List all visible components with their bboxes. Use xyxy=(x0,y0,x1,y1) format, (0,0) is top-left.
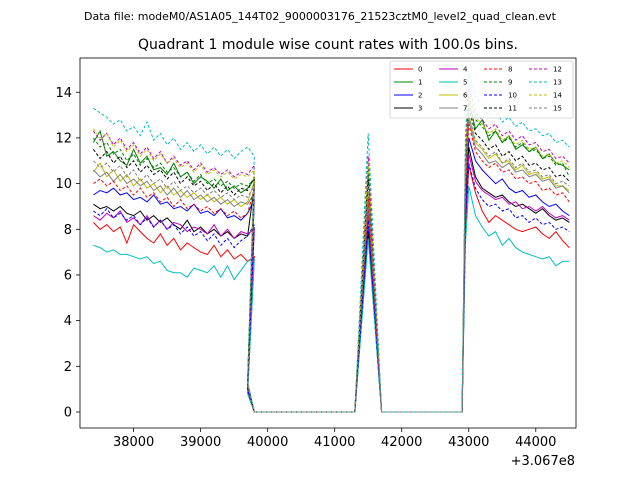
x-tick-label: 38000 xyxy=(113,435,154,450)
y-axis: 0 2 4 6 8 10 12 14 xyxy=(55,86,80,421)
x-tick-label: 40000 xyxy=(247,435,288,450)
legend-label-5: 5 xyxy=(463,79,467,87)
legend-label-11: 11 xyxy=(508,105,517,113)
y-tick-label: 0 xyxy=(64,406,72,421)
y-tick-label: 8 xyxy=(64,223,72,238)
y-tick-label: 6 xyxy=(64,268,72,283)
y-tick-label: 4 xyxy=(64,314,72,329)
series-line-11 xyxy=(92,108,570,413)
data-file-caption: Data file: modeM0/AS1A05_144T02_90000031… xyxy=(84,10,557,23)
x-axis: 38000 39000 40000 41000 42000 43000 44000 xyxy=(113,428,556,450)
x-tick-label: 41000 xyxy=(314,435,355,450)
legend-label-1: 1 xyxy=(418,79,422,87)
series-line-15 xyxy=(93,114,570,413)
x-tick-label: 43000 xyxy=(448,435,489,450)
y-tick-label: 12 xyxy=(55,131,72,146)
legend-label-7: 7 xyxy=(463,105,467,113)
legend-label-6: 6 xyxy=(463,92,468,100)
y-tick-label: 2 xyxy=(64,360,72,375)
series-line-8 xyxy=(93,124,570,413)
y-tick-label: 14 xyxy=(55,86,72,101)
legend-label-0: 0 xyxy=(418,66,422,74)
legend-label-4: 4 xyxy=(463,66,468,74)
series-line-9 xyxy=(92,94,570,413)
axes-background xyxy=(80,58,576,428)
series-layer xyxy=(92,73,570,413)
legend-label-8: 8 xyxy=(508,66,512,74)
x-tick-label: 42000 xyxy=(381,435,422,450)
legend-label-10: 10 xyxy=(508,92,517,100)
plot-area: 38000 39000 40000 41000 42000 43000 44000 0 2 4 6… xyxy=(55,57,577,469)
legend-label-12: 12 xyxy=(553,66,562,74)
legend-label-3: 3 xyxy=(418,105,422,113)
legend-label-9: 9 xyxy=(508,79,512,87)
axes-frame xyxy=(79,57,577,429)
y-tick-label: 10 xyxy=(55,177,72,192)
series-line-12 xyxy=(92,85,570,413)
x-offset-label: +3.067e8 xyxy=(511,454,575,469)
x-tick-label: 39000 xyxy=(180,435,221,450)
legend-label-15: 15 xyxy=(553,105,562,113)
legend-frame xyxy=(389,60,574,119)
series-line-14 xyxy=(92,92,570,413)
x-tick-label: 44000 xyxy=(515,435,556,450)
legend-label-2: 2 xyxy=(418,92,422,100)
legend-label-14: 14 xyxy=(553,92,562,100)
series-line-10 xyxy=(93,162,570,413)
legend-label-13: 13 xyxy=(553,79,562,87)
chart-title: Quadrant 1 module wise count rates with … xyxy=(138,37,518,53)
